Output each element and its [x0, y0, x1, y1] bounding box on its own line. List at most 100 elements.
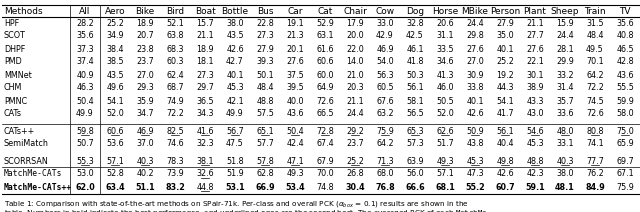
Text: 62.0: 62.0	[75, 183, 95, 191]
Text: 41.6: 41.6	[196, 127, 214, 135]
Text: 33.1: 33.1	[556, 139, 573, 148]
Text: 33.6: 33.6	[556, 110, 573, 119]
Text: 56.0: 56.0	[406, 170, 424, 179]
Text: 76.8: 76.8	[375, 183, 395, 191]
Text: Boat: Boat	[195, 7, 216, 15]
Text: Bird: Bird	[166, 7, 184, 15]
Text: 24.4: 24.4	[556, 32, 574, 40]
Text: 63.2: 63.2	[376, 110, 394, 119]
Text: HPF: HPF	[4, 18, 19, 28]
Text: 34.9: 34.9	[106, 32, 124, 40]
Text: 74.1: 74.1	[586, 139, 604, 148]
Text: 36.5: 36.5	[196, 96, 214, 106]
Text: 52.9: 52.9	[316, 18, 334, 28]
Text: 29.3: 29.3	[136, 84, 154, 92]
Text: 48.1: 48.1	[555, 183, 575, 191]
Text: 50.9: 50.9	[466, 127, 484, 135]
Text: 63.1: 63.1	[316, 32, 333, 40]
Text: 20.0: 20.0	[346, 32, 364, 40]
Text: 54.0: 54.0	[376, 57, 394, 67]
Text: 29.8: 29.8	[466, 32, 484, 40]
Text: 27.9: 27.9	[256, 45, 274, 53]
Text: 21.1: 21.1	[346, 96, 364, 106]
Text: Methods: Methods	[4, 7, 43, 15]
Text: 55.5: 55.5	[616, 84, 634, 92]
Text: 57.1: 57.1	[436, 170, 454, 179]
Text: 38.4: 38.4	[106, 45, 124, 53]
Text: PMNC: PMNC	[4, 96, 27, 106]
Text: 15.9: 15.9	[556, 18, 574, 28]
Text: 29.7: 29.7	[196, 84, 214, 92]
Text: 54.6: 54.6	[526, 127, 544, 135]
Text: 35.6: 35.6	[616, 18, 634, 28]
Text: 41.3: 41.3	[436, 71, 454, 80]
Text: 40.8: 40.8	[616, 32, 634, 40]
Text: 38.9: 38.9	[526, 84, 544, 92]
Text: 63.9: 63.9	[406, 156, 424, 166]
Text: 56.7: 56.7	[226, 127, 244, 135]
Text: 42.7: 42.7	[226, 57, 244, 67]
Text: 57.1: 57.1	[106, 156, 124, 166]
Text: 58.0: 58.0	[616, 110, 634, 119]
Text: 20.1: 20.1	[286, 45, 304, 53]
Text: 30.4: 30.4	[345, 183, 365, 191]
Text: 67.4: 67.4	[316, 139, 334, 148]
Text: 26.8: 26.8	[346, 170, 364, 179]
Text: 38.1: 38.1	[196, 156, 214, 166]
Text: 27.9: 27.9	[496, 18, 514, 28]
Text: 52.0: 52.0	[106, 110, 124, 119]
Text: 35.9: 35.9	[136, 96, 154, 106]
Text: 72.8: 72.8	[316, 127, 334, 135]
Text: 58.1: 58.1	[406, 96, 424, 106]
Text: 60.5: 60.5	[376, 84, 394, 92]
Text: All: All	[79, 7, 91, 15]
Text: 41.7: 41.7	[496, 110, 514, 119]
Text: CATs++: CATs++	[4, 127, 35, 135]
Text: 66.9: 66.9	[255, 183, 275, 191]
Text: 46.9: 46.9	[376, 45, 394, 53]
Text: CHM: CHM	[4, 84, 22, 92]
Text: 18.9: 18.9	[196, 45, 214, 53]
Text: 63.8: 63.8	[166, 32, 184, 40]
Text: 37.5: 37.5	[286, 71, 304, 80]
Text: 21.0: 21.0	[346, 71, 364, 80]
Text: SemiMatch: SemiMatch	[4, 139, 49, 148]
Text: 59.1: 59.1	[525, 183, 545, 191]
Text: Person: Person	[490, 7, 520, 15]
Text: 25.2: 25.2	[346, 156, 364, 166]
Text: Chair: Chair	[343, 7, 367, 15]
Text: 43.3: 43.3	[526, 96, 544, 106]
Text: 52.8: 52.8	[106, 170, 124, 179]
Text: 72.6: 72.6	[316, 96, 334, 106]
Text: 30.1: 30.1	[526, 71, 544, 80]
Text: 50.1: 50.1	[256, 71, 274, 80]
Text: 40.3: 40.3	[136, 156, 154, 166]
Text: 32.8: 32.8	[406, 18, 424, 28]
Text: 51.7: 51.7	[436, 139, 454, 148]
Text: 47.3: 47.3	[466, 170, 484, 179]
Text: 39.5: 39.5	[286, 84, 304, 92]
Text: 48.0: 48.0	[556, 127, 573, 135]
Text: 68.3: 68.3	[166, 45, 184, 53]
Text: 40.3: 40.3	[556, 156, 573, 166]
Text: 24.4: 24.4	[466, 18, 484, 28]
Text: 51.8: 51.8	[226, 156, 244, 166]
Text: 43.8: 43.8	[467, 139, 484, 148]
Text: 46.5: 46.5	[616, 45, 634, 53]
Text: 33.5: 33.5	[436, 45, 454, 53]
Text: 64.2: 64.2	[586, 71, 604, 80]
Text: 75.9: 75.9	[616, 183, 634, 191]
Text: 84.9: 84.9	[585, 183, 605, 191]
Text: 27.6: 27.6	[286, 57, 304, 67]
Text: 31.4: 31.4	[556, 84, 573, 92]
Text: 27.3: 27.3	[256, 32, 274, 40]
Text: 60.0: 60.0	[316, 71, 333, 80]
Text: 27.3: 27.3	[196, 71, 214, 80]
Text: 72.2: 72.2	[586, 84, 604, 92]
Text: 51.9: 51.9	[226, 170, 244, 179]
Text: 74.8: 74.8	[316, 183, 334, 191]
Text: 43.0: 43.0	[526, 110, 544, 119]
Text: 59.9: 59.9	[616, 96, 634, 106]
Text: 22.1: 22.1	[526, 57, 544, 67]
Text: 23.7: 23.7	[136, 57, 154, 67]
